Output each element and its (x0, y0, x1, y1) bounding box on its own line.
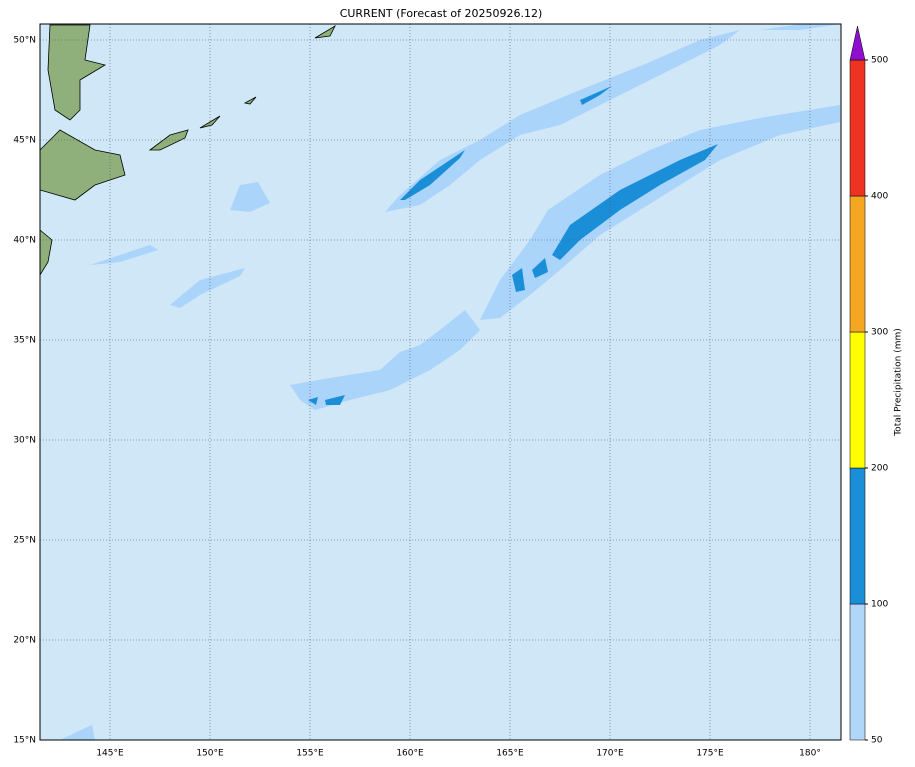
lon-label: 175°E (696, 749, 724, 759)
colorbar-segment (849, 59, 866, 197)
map-frame (39, 23, 842, 741)
lon-label: 150°E (196, 749, 224, 759)
lon-label: 165°E (496, 749, 524, 759)
precip-light (60, 24, 840, 740)
colorbar-tick-label: 100 (871, 600, 888, 610)
colorbar-tick-label: 200 (871, 464, 888, 474)
lat-label: 35°N (13, 336, 36, 346)
colorbar-tick-label: 50 (871, 736, 883, 746)
colorbar-segment (849, 331, 866, 469)
lon-label: 145°E (96, 749, 124, 759)
lat-label: 40°N (13, 236, 36, 246)
colorbar-segment (849, 603, 866, 741)
colorbar-segment (849, 467, 866, 605)
lat-label: 50°N (13, 36, 36, 46)
colorbar-tick-label: 400 (871, 192, 888, 202)
lat-label: 45°N (13, 136, 36, 146)
lat-label: 25°N (13, 536, 36, 546)
colorbar-tick-label: 300 (871, 328, 888, 338)
lon-label: 155°E (296, 749, 324, 759)
lon-label: 170°E (596, 749, 624, 759)
precip-dark (308, 86, 718, 405)
colorbar-segment (849, 195, 866, 333)
colorbar-tick-label: 500 (871, 56, 888, 66)
land (39, 24, 336, 277)
lon-label: 180° (799, 749, 821, 759)
lat-label: 20°N (13, 636, 36, 646)
title: CURRENT (Forecast of 20250926.12) (340, 7, 543, 20)
lon-label: 160°E (396, 749, 424, 759)
colorbar-extend (849, 25, 866, 61)
lat-label: 15°N (13, 736, 36, 746)
colorbar-label: Total Precipitation (mm) (894, 328, 904, 437)
lat-label: 30°N (13, 436, 36, 446)
